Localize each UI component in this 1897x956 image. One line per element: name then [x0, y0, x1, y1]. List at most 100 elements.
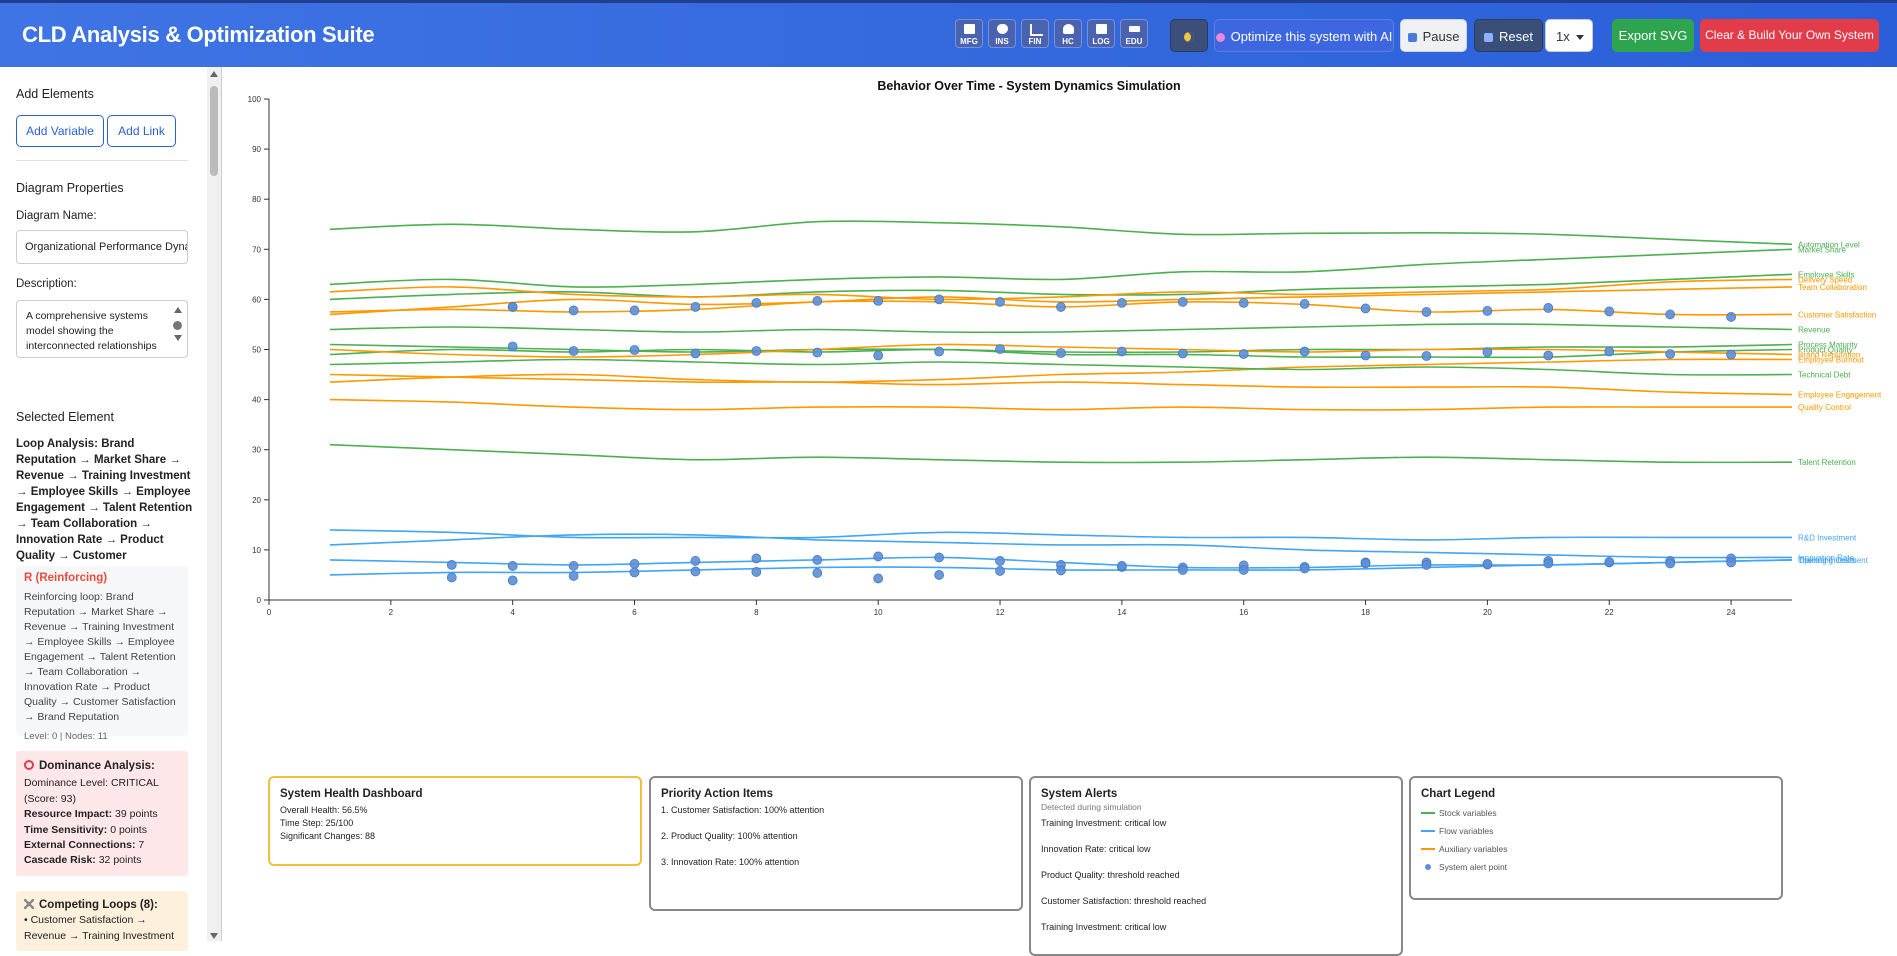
alert-point[interactable] [1238, 565, 1249, 575]
alert-point[interactable] [568, 346, 579, 356]
alert-point[interactable] [1056, 348, 1066, 358]
alert-point[interactable] [995, 566, 1005, 576]
scroll-down-icon[interactable] [210, 933, 218, 939]
alert-point[interactable] [690, 566, 701, 577]
alert-point[interactable] [873, 551, 884, 562]
speed-select[interactable]: 1x [1545, 19, 1593, 52]
alert-point[interactable] [1177, 348, 1188, 359]
alert-point[interactable] [629, 345, 640, 355]
alert-point[interactable] [873, 573, 884, 584]
alert-point[interactable] [629, 567, 640, 578]
export-svg-button[interactable]: Export SVG [1612, 19, 1694, 52]
alert-point[interactable] [1116, 298, 1127, 308]
alert-point[interactable] [934, 552, 945, 563]
alert-point[interactable] [934, 346, 945, 357]
sidebar-scroll-thumb[interactable] [210, 86, 218, 176]
alerts-subtitle: Detected during simulation [1041, 802, 1142, 812]
alert-point[interactable] [1056, 565, 1066, 576]
alert-point[interactable] [1238, 349, 1249, 359]
alert-point[interactable] [995, 556, 1005, 566]
alert-point[interactable] [1482, 306, 1493, 316]
industry-edu-button[interactable]: EDU [1120, 19, 1148, 48]
pause-button[interactable]: Pause [1400, 19, 1467, 52]
alert-point[interactable] [995, 344, 1005, 354]
alert-point[interactable] [446, 572, 457, 583]
alert-point[interactable] [1177, 565, 1188, 575]
alert-point[interactable] [1360, 350, 1371, 361]
alert-point[interactable] [1543, 303, 1554, 313]
industry-fin-button[interactable]: FIN [1021, 19, 1049, 48]
alert-point[interactable] [507, 561, 518, 571]
alert-point[interactable] [1421, 307, 1432, 317]
alert-point[interactable] [1360, 303, 1371, 314]
alert-point[interactable] [629, 559, 640, 569]
alert-point[interactable] [629, 305, 640, 316]
alert-point[interactable] [873, 350, 884, 361]
alert-point[interactable] [1177, 297, 1188, 307]
alert-point[interactable] [1604, 346, 1615, 357]
alert-point[interactable] [751, 298, 762, 308]
alert-point[interactable] [934, 570, 945, 580]
alert-point[interactable] [751, 346, 762, 356]
behavior-over-time-chart: Behavior Over Time - System Dynamics Sim… [248, 79, 1882, 617]
alert-point[interactable] [1421, 560, 1432, 570]
add-link-button[interactable]: Add Link [107, 115, 176, 147]
alert-point[interactable] [1665, 349, 1676, 359]
alert-point[interactable] [690, 302, 701, 312]
legend-title: Chart Legend [1421, 788, 1496, 800]
industry-ins-button[interactable]: INS [988, 19, 1016, 48]
alert-point[interactable] [812, 568, 823, 578]
alert-point[interactable] [812, 296, 823, 306]
alert-point[interactable] [507, 575, 518, 586]
alert-point[interactable] [1360, 558, 1371, 569]
alert-point[interactable] [1726, 312, 1736, 322]
alert-point[interactable] [1482, 347, 1493, 357]
alert-point[interactable] [1543, 350, 1554, 361]
alert-point[interactable] [690, 556, 701, 566]
alert-point[interactable] [1116, 346, 1127, 357]
alert-point[interactable] [1665, 558, 1676, 569]
alert-point[interactable] [812, 347, 823, 358]
alert-point[interactable] [507, 341, 518, 352]
industry-mfg-button[interactable]: MFG [955, 19, 983, 48]
alert-point[interactable] [1299, 299, 1310, 309]
alert-point[interactable] [751, 567, 762, 577]
scroll-up-icon[interactable] [210, 71, 218, 77]
alert-point[interactable] [1726, 557, 1736, 568]
add-variable-button[interactable]: Add Variable [16, 115, 104, 147]
diagram-name-input[interactable]: Organizational Performance Dynamics [16, 230, 188, 264]
alert-point[interactable] [507, 302, 518, 312]
clear-build-button[interactable]: Clear & Build Your Own System [1700, 19, 1879, 52]
alert-point[interactable] [751, 553, 762, 564]
alert-point[interactable] [873, 296, 884, 306]
optimize-ai-button[interactable]: Optimize this system with AI [1214, 19, 1394, 52]
alert-point[interactable] [934, 294, 945, 305]
alert-point[interactable] [1116, 561, 1127, 571]
alert-point[interactable] [1299, 563, 1310, 574]
alert-point[interactable] [1482, 559, 1493, 569]
alert-point[interactable] [1421, 351, 1432, 361]
alert-point[interactable] [690, 348, 701, 359]
alert-point[interactable] [995, 297, 1005, 307]
alert-point[interactable] [1726, 349, 1736, 360]
textarea-scrollbar[interactable] [173, 305, 183, 353]
chart-title: Behavior Over Time - System Dynamics Sim… [877, 79, 1180, 93]
alert-point[interactable] [1604, 306, 1615, 317]
description-textarea[interactable]: A comprehensive systems model showing th… [16, 300, 188, 358]
alert-point[interactable] [1543, 558, 1554, 569]
alert-point[interactable] [446, 560, 457, 570]
alert-point[interactable] [568, 305, 579, 316]
sidebar-scrollbar[interactable] [207, 67, 222, 941]
alert-point[interactable] [1604, 557, 1615, 567]
industry-hc-button[interactable]: HC [1054, 19, 1082, 48]
industry-log-button[interactable]: LOG [1087, 19, 1115, 48]
alert-point[interactable] [568, 571, 579, 581]
alert-point[interactable] [812, 555, 823, 565]
reset-button[interactable]: Reset [1474, 19, 1543, 52]
theme-toggle-button[interactable] [1170, 19, 1208, 52]
alert-point[interactable] [1238, 298, 1249, 308]
alert-point[interactable] [568, 561, 579, 571]
alert-point[interactable] [1299, 346, 1310, 357]
alert-point[interactable] [1056, 302, 1066, 312]
alert-point[interactable] [1665, 309, 1676, 320]
